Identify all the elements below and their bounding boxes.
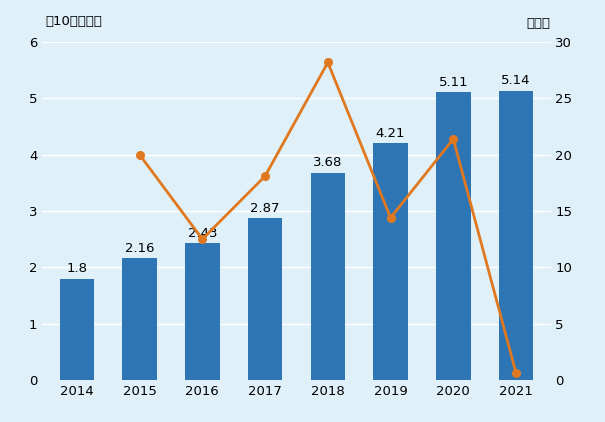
Bar [60,279,94,380]
Text: 1.8: 1.8 [67,262,87,275]
Bar [122,258,157,380]
Bar [499,91,533,380]
Bar [373,143,408,380]
Text: 2.16: 2.16 [125,242,154,255]
Text: 2.87: 2.87 [250,202,280,215]
Text: （年）: （年） [0,421,1,422]
Text: 3.68: 3.68 [313,157,342,169]
Text: （％）: （％） [526,17,551,30]
Bar [310,173,345,380]
Bar [436,92,471,380]
Bar [248,218,283,380]
Text: 4.21: 4.21 [376,127,405,140]
Text: （10億ドル）: （10億ドル） [45,15,102,28]
Text: 5.11: 5.11 [439,76,468,89]
Text: 5.14: 5.14 [502,74,531,87]
Bar [185,243,220,380]
Text: 2.43: 2.43 [188,227,217,240]
